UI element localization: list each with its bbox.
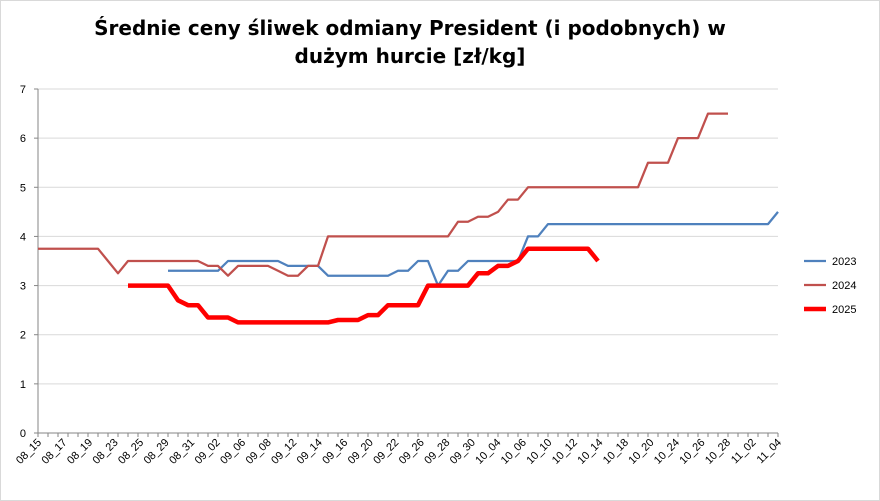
x-tick-label: 10_20 — [626, 437, 656, 467]
legend-label-2024: 2024 — [832, 280, 856, 292]
x-tick-label: 09_20 — [346, 437, 376, 467]
x-tick-label: 09_08 — [244, 437, 274, 467]
x-tick-label: 08_25 — [116, 437, 146, 467]
x-tick-label: 10_04 — [473, 437, 503, 467]
x-tick-label: 11_02 — [729, 437, 759, 467]
y-tick-label: 7 — [20, 84, 26, 96]
series-2024 — [38, 112, 728, 277]
y-tick-label: 0 — [20, 428, 26, 440]
x-tick-label: 08_15 — [14, 437, 44, 467]
y-tick-label: 1 — [20, 379, 26, 391]
series-line-2023 — [168, 211, 779, 287]
series-2025 — [128, 246, 600, 325]
series-line-2024 — [38, 112, 728, 277]
x-tick-label: 08_19 — [65, 437, 95, 467]
y-tick-label: 2 — [20, 330, 26, 342]
legend: 2023 2024 2025 — [804, 256, 856, 316]
x-tick-label: 08_29 — [142, 437, 172, 467]
x-tick-label: 10_24 — [652, 437, 682, 467]
x-tick-label: 10_26 — [677, 437, 707, 467]
series-2023 — [168, 211, 779, 287]
x-tick-label: 09_30 — [448, 437, 478, 467]
x-tick-label: 08_17 — [40, 437, 70, 467]
x-tick-label: 09_28 — [422, 437, 452, 467]
series-group — [38, 112, 779, 325]
legend-label-2023: 2023 — [832, 256, 856, 268]
x-tick-label: 09_16 — [320, 437, 350, 467]
y-tick-label: 6 — [20, 133, 26, 145]
x-tick-label: 09_02 — [193, 437, 223, 467]
x-tick-label: 10_28 — [703, 437, 733, 467]
x-tick-label: 09_14 — [295, 437, 325, 467]
x-tick-label: 08_23 — [91, 437, 121, 467]
y-axis-ticks: 0 1 2 3 4 5 6 7 — [20, 84, 38, 440]
x-tick-label: 11_04 — [755, 437, 785, 467]
series-line-2025 — [128, 246, 600, 325]
x-tick-label: 09_22 — [371, 437, 401, 467]
x-tick-label: 10_14 — [575, 437, 605, 467]
x-tick-label: 09_26 — [397, 437, 427, 467]
legend-label-2025: 2025 — [832, 304, 856, 316]
x-tick-label: 08_31 — [167, 437, 197, 467]
y-tick-label: 5 — [20, 182, 26, 194]
x-tick-label: 09_06 — [218, 437, 248, 467]
y-tick-label: 3 — [20, 281, 26, 293]
x-tick-label: 10_18 — [601, 437, 631, 467]
x-axis-ticks: 08_1508_1708_1908_2308_2508_2908_3109_02… — [14, 433, 784, 467]
axes — [37, 89, 778, 434]
x-tick-label: 10_06 — [499, 437, 529, 467]
y-tick-label: 4 — [20, 231, 26, 243]
chart-title: Średnie ceny śliwek odmiany President (i… — [94, 16, 726, 68]
x-tick-label: 10_10 — [524, 437, 554, 467]
x-tick-label: 09_12 — [269, 437, 299, 467]
x-tick-label: 10_12 — [550, 437, 580, 467]
